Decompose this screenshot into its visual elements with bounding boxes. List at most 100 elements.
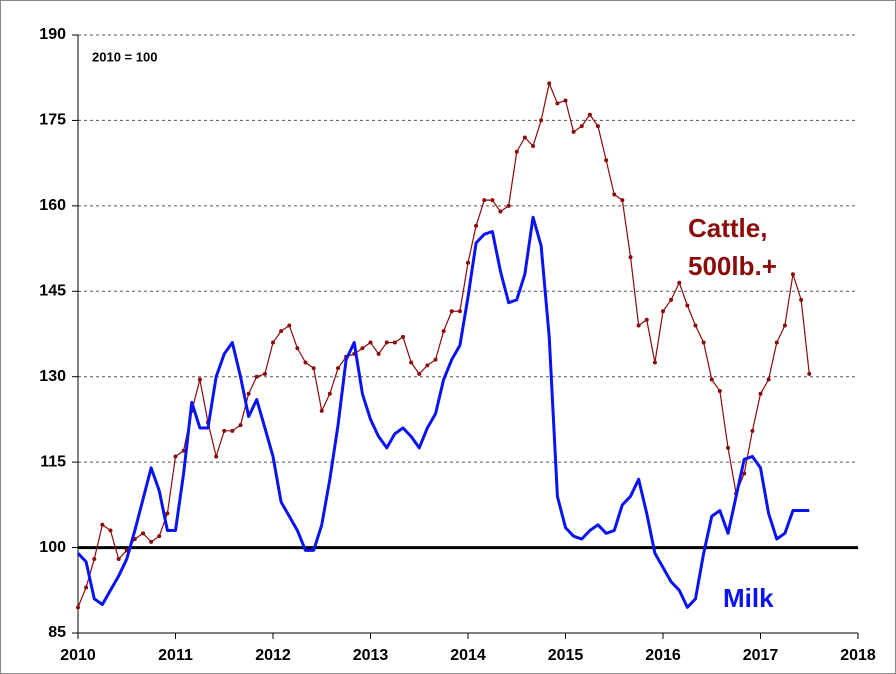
point [336, 366, 341, 371]
point [563, 98, 568, 103]
point [287, 323, 292, 328]
point [157, 534, 162, 539]
point [165, 511, 170, 516]
point [685, 303, 690, 308]
point [92, 556, 97, 561]
x-tick-label: 2015 [548, 647, 584, 664]
point [173, 454, 178, 459]
point [400, 334, 405, 339]
point [425, 363, 430, 368]
point [376, 351, 381, 356]
point [222, 428, 227, 433]
point [466, 260, 470, 265]
y-tick-label: 100 [39, 539, 66, 556]
point [392, 340, 397, 345]
point [482, 198, 487, 203]
point [197, 377, 202, 382]
series-line [76, 215, 810, 609]
x-tick-label: 2018 [840, 647, 876, 664]
x-tick-label: 2013 [353, 647, 389, 664]
point [677, 280, 682, 285]
point [628, 255, 633, 260]
point [457, 309, 462, 314]
point [149, 539, 154, 544]
point [636, 323, 641, 328]
point [595, 124, 600, 129]
x-tick-label: 2017 [743, 647, 779, 664]
point [417, 371, 422, 376]
point [742, 471, 747, 476]
x-tick-label: 2011 [158, 647, 193, 664]
point [644, 317, 649, 322]
y-tick-label: 145 [39, 283, 66, 300]
x-tick-label: 2016 [645, 647, 681, 664]
point [571, 129, 576, 134]
y-tick-label: 85 [48, 624, 66, 641]
point [807, 371, 812, 376]
point [758, 391, 763, 396]
point [555, 101, 560, 106]
point [279, 329, 284, 334]
point [693, 323, 698, 328]
point [490, 198, 495, 203]
point [84, 585, 89, 590]
point [141, 531, 146, 536]
point [108, 528, 113, 533]
point [295, 346, 300, 351]
y-tick-label: 190 [39, 26, 66, 43]
y-tick-label: 160 [39, 197, 66, 214]
point [360, 346, 365, 351]
point [717, 388, 722, 393]
point [766, 377, 771, 382]
point [790, 272, 795, 277]
point [238, 423, 243, 428]
x-tick-label: 2010 [60, 647, 96, 664]
point [612, 192, 617, 197]
point [262, 371, 267, 376]
point [116, 556, 121, 561]
point [652, 360, 657, 365]
point [441, 329, 446, 334]
point [409, 360, 414, 365]
point [230, 428, 235, 433]
point [522, 135, 527, 140]
point [433, 357, 438, 362]
point [726, 445, 731, 450]
point [701, 340, 706, 345]
point [214, 454, 219, 459]
y-tick-label: 115 [40, 453, 66, 470]
point [368, 340, 373, 345]
point [100, 522, 105, 527]
y-tick-label: 175 [39, 112, 66, 129]
point [579, 124, 584, 129]
point [799, 297, 804, 302]
point [303, 360, 308, 365]
point [76, 605, 80, 610]
annotation: Cattle, [688, 213, 767, 243]
point [750, 428, 755, 433]
point [449, 309, 454, 314]
point [604, 158, 609, 163]
point [661, 309, 665, 314]
point [271, 340, 275, 345]
x-tick-label: 2014 [450, 647, 486, 664]
point [587, 112, 592, 117]
point [254, 374, 259, 379]
point [620, 198, 625, 203]
annotation: 500lb.+ [688, 251, 777, 281]
point [709, 377, 714, 382]
point [311, 366, 316, 371]
point [384, 340, 389, 345]
point [327, 391, 332, 396]
y-tick-label: 130 [39, 368, 66, 385]
annotation: Milk [723, 583, 774, 613]
annotation: 2010 = 100 [92, 49, 157, 64]
point [474, 223, 479, 228]
point [774, 340, 779, 345]
point [246, 391, 251, 396]
point [539, 118, 544, 123]
point [547, 81, 552, 86]
point [514, 149, 519, 154]
